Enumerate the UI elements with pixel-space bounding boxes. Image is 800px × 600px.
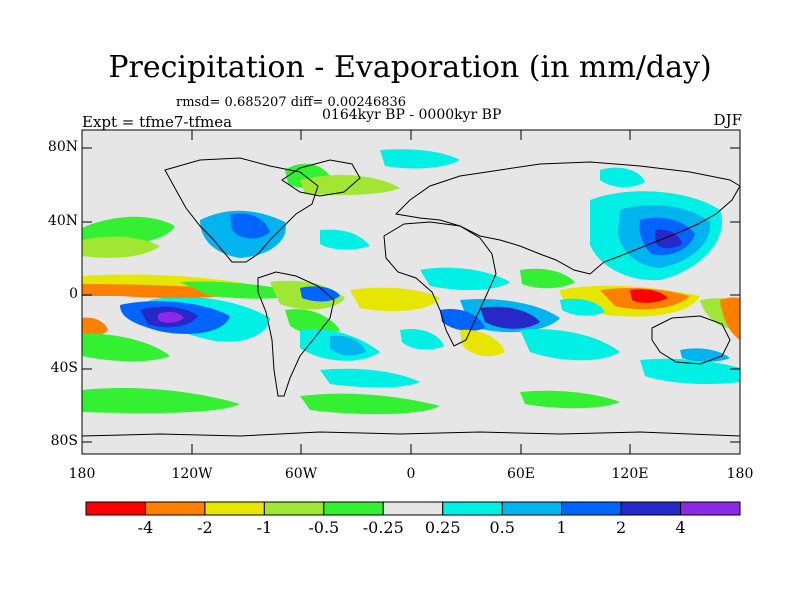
colorbar-label: 4 bbox=[675, 518, 686, 537]
y-tick-label: 40S bbox=[50, 360, 78, 376]
period-label: 0164kyr BP - 0000kyr BP bbox=[322, 107, 502, 123]
anomaly-region bbox=[320, 229, 370, 250]
anomaly-region bbox=[230, 213, 270, 239]
x-tick-label: 60W bbox=[284, 466, 318, 482]
colorbar-swatch bbox=[85, 501, 146, 516]
antarctica-outline bbox=[81, 431, 741, 437]
colorbar-label: 0.25 bbox=[424, 518, 461, 537]
colorbar-label: 0.5 bbox=[489, 518, 515, 537]
season-label: DJF bbox=[713, 111, 742, 129]
x-tick-label: 180 bbox=[68, 466, 96, 482]
australia-outline bbox=[651, 315, 731, 365]
x-tick-label: 180 bbox=[726, 466, 754, 482]
anomaly-region bbox=[630, 289, 668, 303]
anomaly-region bbox=[320, 368, 420, 388]
colorbar-label: -2 bbox=[197, 518, 213, 537]
anomaly-region bbox=[158, 311, 184, 323]
colorbar-swatch bbox=[323, 501, 384, 516]
anomaly-region bbox=[330, 335, 366, 356]
anomaly-region bbox=[300, 393, 440, 415]
chart-title: Precipitation - Evaporation (in mm/day) bbox=[108, 50, 712, 85]
anomaly-region bbox=[300, 174, 400, 196]
x-tick-label: 120E bbox=[611, 466, 649, 482]
anomaly-region bbox=[520, 329, 620, 361]
colorbar-label: -0.5 bbox=[308, 518, 340, 537]
x-tick-label: 120W bbox=[171, 466, 213, 482]
coastlines bbox=[81, 157, 741, 437]
experiment-label: Expt = tfme7-tfmea bbox=[82, 113, 233, 131]
colorbar-label: 1 bbox=[556, 518, 567, 537]
colorbar-label: -0.25 bbox=[362, 518, 404, 537]
anomaly-region bbox=[82, 333, 170, 362]
greenland-outline bbox=[281, 159, 361, 197]
anomaly-region bbox=[600, 167, 645, 188]
anomaly-region bbox=[180, 281, 300, 299]
x-axis-ticks bbox=[81, 130, 741, 454]
anomaly-region bbox=[680, 348, 730, 362]
anomaly-region bbox=[420, 267, 510, 291]
anomaly-region bbox=[82, 317, 108, 337]
y-tick-label: 80S bbox=[50, 433, 78, 449]
anomaly-region bbox=[300, 286, 340, 302]
colorbar bbox=[85, 501, 741, 516]
anomaly-region bbox=[82, 387, 240, 414]
colorbar-label: -1 bbox=[256, 518, 273, 537]
anomaly-region bbox=[380, 149, 460, 169]
colorbar-swatch bbox=[620, 501, 682, 516]
colorbar-swatch bbox=[144, 501, 206, 516]
rmsd-diff-stats: rmsd= 0.685207 diff= 0.00246836 bbox=[176, 95, 407, 110]
colorbar-label: 2 bbox=[615, 518, 627, 537]
anomaly-region bbox=[520, 268, 575, 289]
y-tick-label: 0 bbox=[69, 286, 78, 302]
anomaly-region bbox=[560, 298, 605, 316]
anomaly-fields bbox=[82, 149, 740, 415]
colorbar-swatch bbox=[442, 501, 503, 516]
anomaly-region bbox=[350, 287, 440, 312]
colorbar-swatch bbox=[501, 501, 563, 516]
colorbar-swatch bbox=[680, 501, 741, 516]
south-america-outline bbox=[257, 271, 335, 397]
y-axis-ticks bbox=[82, 147, 740, 443]
x-tick-label: 60E bbox=[506, 466, 536, 482]
anomaly-region bbox=[520, 390, 620, 409]
colorbar-swatch bbox=[263, 501, 325, 516]
colorbar-swatch bbox=[561, 501, 622, 516]
anomaly-region bbox=[285, 309, 340, 335]
anomaly-region bbox=[400, 328, 444, 350]
anomaly-region bbox=[82, 236, 160, 258]
colorbar-swatch bbox=[204, 501, 265, 516]
north-america-outline bbox=[164, 157, 319, 263]
anomaly-region bbox=[640, 358, 740, 384]
eurasia-outline bbox=[394, 161, 741, 275]
x-tick-label: 0 bbox=[406, 466, 416, 482]
anomaly-region bbox=[440, 308, 485, 331]
anomaly-region bbox=[460, 329, 505, 357]
colorbar-label: -4 bbox=[137, 518, 154, 537]
anomaly-region bbox=[720, 297, 740, 340]
y-tick-label: 40N bbox=[47, 213, 78, 229]
africa-outline bbox=[383, 221, 497, 347]
y-tick-label: 80N bbox=[47, 139, 78, 155]
anomaly-region bbox=[480, 306, 540, 329]
colorbar-swatch bbox=[382, 501, 444, 516]
